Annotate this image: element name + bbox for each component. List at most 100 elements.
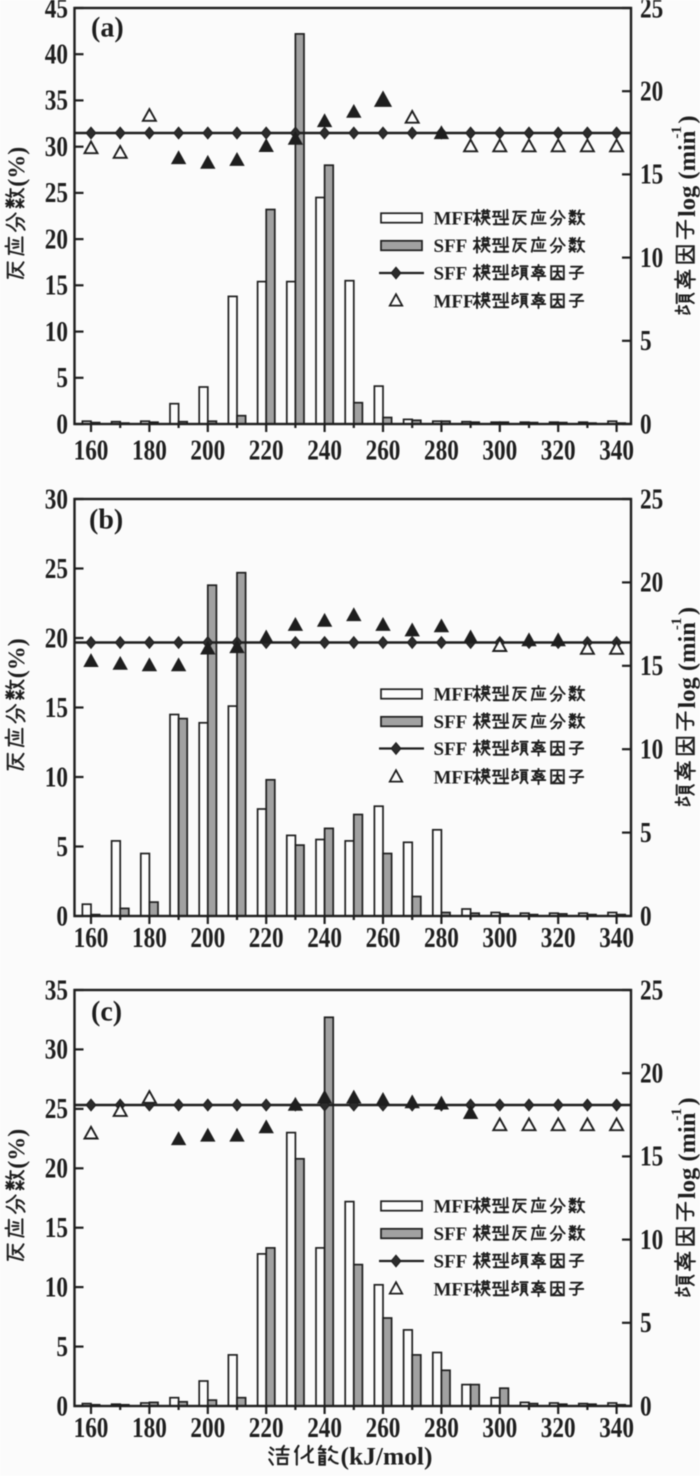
svg-text:280: 280 (424, 923, 459, 954)
svg-text:30: 30 (45, 1035, 68, 1066)
svg-text:260: 260 (366, 1413, 401, 1444)
svg-text:MFF: MFF (434, 1280, 475, 1301)
svg-text:15: 15 (640, 1142, 663, 1173)
svg-text:SFF: SFF (434, 1224, 468, 1245)
svg-text:log (min: log (min (674, 1112, 700, 1199)
svg-text:20: 20 (45, 1154, 68, 1185)
svg-text:220: 220 (249, 436, 284, 467)
svg-text:(b): (b) (89, 505, 123, 536)
svg-text:): ) (674, 115, 700, 123)
svg-text:20: 20 (640, 1059, 663, 1090)
svg-text:SFF: SFF (434, 712, 468, 733)
svg-text:-1: -1 (669, 1108, 685, 1121)
svg-text:320: 320 (541, 923, 576, 954)
svg-text:220: 220 (249, 1413, 284, 1444)
svg-text:5: 5 (56, 363, 68, 394)
svg-text:): ) (674, 607, 700, 615)
svg-text:SFF: SFF (434, 739, 468, 760)
svg-text:): ) (674, 1097, 700, 1105)
svg-text:340: 340 (599, 436, 634, 467)
svg-text:(a): (a) (91, 13, 124, 44)
svg-text:300: 300 (482, 436, 517, 467)
svg-text:MFF: MFF (434, 768, 475, 789)
svg-text:-1: -1 (669, 618, 685, 631)
svg-text:(%): (%) (5, 638, 31, 678)
svg-text:300: 300 (482, 923, 517, 954)
svg-text:10: 10 (45, 762, 68, 793)
svg-text:10: 10 (640, 735, 663, 766)
svg-text:25: 25 (45, 178, 68, 209)
svg-text:180: 180 (132, 436, 167, 467)
svg-text:20: 20 (640, 77, 663, 108)
svg-text:MFF: MFF (434, 1197, 475, 1218)
svg-text:log (min: log (min (674, 622, 700, 709)
svg-text:160: 160 (74, 923, 109, 954)
svg-text:20: 20 (45, 224, 68, 255)
svg-text:(%): (%) (5, 1129, 31, 1169)
svg-text:160: 160 (74, 1413, 109, 1444)
svg-text:280: 280 (424, 436, 459, 467)
svg-text:340: 340 (599, 923, 634, 954)
svg-text:15: 15 (45, 693, 68, 724)
svg-text:MFF: MFF (434, 292, 475, 313)
svg-text:25: 25 (640, 975, 663, 1006)
svg-text:340: 340 (599, 1413, 634, 1444)
svg-text:300: 300 (482, 1413, 517, 1444)
svg-text:240: 240 (307, 436, 342, 467)
svg-text:(%): (%) (5, 147, 31, 187)
svg-text:log (min: log (min (674, 130, 700, 217)
svg-text:10: 10 (640, 1225, 663, 1256)
svg-text:SFF: SFF (434, 264, 468, 285)
svg-text:35: 35 (45, 975, 68, 1006)
svg-text:280: 280 (424, 1413, 459, 1444)
svg-text:SFF: SFF (434, 236, 468, 257)
svg-text:5: 5 (640, 1308, 652, 1339)
svg-text:5: 5 (640, 326, 652, 357)
svg-text:260: 260 (366, 436, 401, 467)
svg-text:15: 15 (45, 1213, 68, 1244)
svg-text:20: 20 (45, 623, 68, 654)
svg-text:25: 25 (45, 554, 68, 585)
svg-text:35: 35 (45, 86, 68, 117)
svg-text:30: 30 (45, 132, 68, 163)
svg-text:200: 200 (190, 1413, 225, 1444)
svg-text:0: 0 (56, 1391, 68, 1422)
svg-text:40: 40 (45, 40, 68, 71)
svg-text:25: 25 (640, 0, 663, 24)
svg-text:0: 0 (56, 901, 68, 932)
svg-text:180: 180 (132, 923, 167, 954)
svg-text:180: 180 (132, 1413, 167, 1444)
svg-text:260: 260 (366, 923, 401, 954)
svg-text:MFF: MFF (434, 685, 475, 706)
svg-text:30: 30 (45, 484, 68, 515)
svg-text:0: 0 (56, 409, 68, 440)
svg-text:(kJ/mol): (kJ/mol) (341, 1444, 433, 1471)
svg-text:20: 20 (640, 568, 663, 599)
svg-text:15: 15 (45, 271, 68, 302)
svg-text:5: 5 (56, 1332, 68, 1363)
svg-text:240: 240 (307, 923, 342, 954)
svg-text:0: 0 (640, 409, 652, 440)
svg-text:0: 0 (640, 1391, 652, 1422)
svg-text:10: 10 (640, 243, 663, 274)
svg-text:15: 15 (640, 160, 663, 191)
svg-text:200: 200 (190, 923, 225, 954)
svg-text:(c): (c) (91, 997, 122, 1028)
svg-text:320: 320 (541, 1413, 576, 1444)
svg-text:5: 5 (640, 818, 652, 849)
svg-text:10: 10 (45, 317, 68, 348)
svg-text:MFF: MFF (434, 209, 475, 230)
svg-text:240: 240 (307, 1413, 342, 1444)
svg-text:25: 25 (640, 484, 663, 515)
svg-text:200: 200 (190, 436, 225, 467)
svg-text:5: 5 (56, 832, 68, 863)
svg-text:SFF: SFF (434, 1252, 468, 1273)
svg-text:220: 220 (249, 923, 284, 954)
svg-text:10: 10 (45, 1272, 68, 1303)
svg-text:25: 25 (45, 1094, 68, 1125)
svg-text:-1: -1 (669, 126, 685, 139)
svg-text:15: 15 (640, 651, 663, 682)
svg-text:0: 0 (640, 901, 652, 932)
svg-text:45: 45 (45, 0, 68, 24)
svg-text:160: 160 (74, 436, 109, 467)
